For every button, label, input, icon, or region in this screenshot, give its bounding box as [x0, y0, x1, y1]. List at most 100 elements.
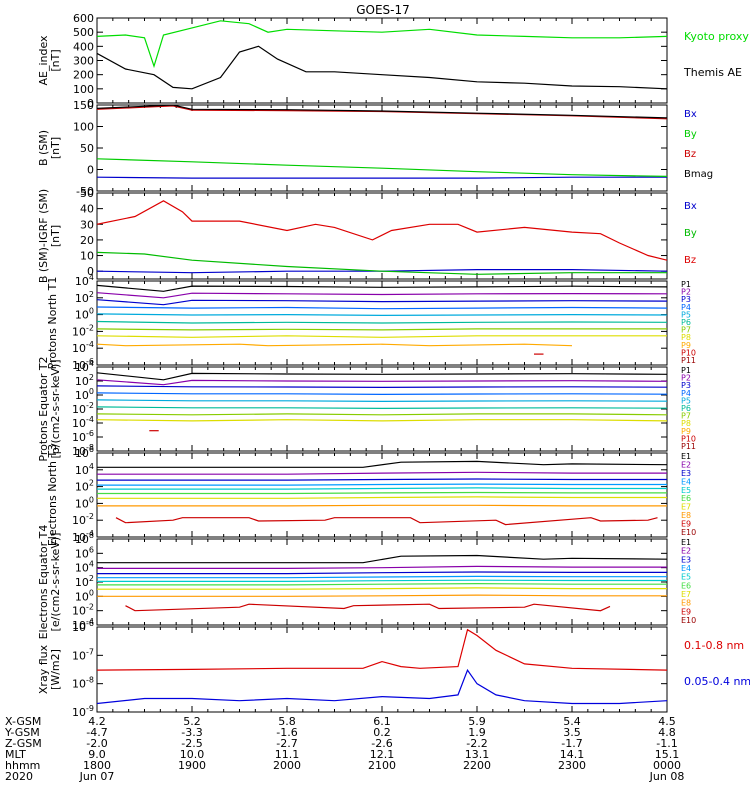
y-tick-label: 10-2 — [72, 401, 94, 416]
y-axis-unit: [nT] — [49, 49, 62, 71]
legend-entry: P6 — [681, 318, 691, 327]
y-tick-label: 106 — [75, 545, 94, 560]
y-tick-label: 20 — [80, 234, 94, 247]
y-axis-label: Xray flux — [37, 644, 50, 694]
x-axis-tick-label: 4.2 — [88, 715, 106, 728]
y-tick-label: 104 — [75, 359, 94, 374]
panel-2: -50 0 50 100 150 B (SM) [nT] Bx By Bz Bmag — [37, 99, 713, 198]
legend-entry: P1 — [681, 366, 691, 375]
y-tick-label: 10-2 — [72, 603, 94, 618]
y-tick-label: 104 — [75, 462, 94, 477]
y-tick-label: 100 — [75, 588, 94, 603]
y-tick-label: 10-8 — [72, 676, 94, 691]
legend-entry: E6 — [681, 494, 691, 503]
legend-entry: E8 — [681, 511, 691, 520]
x-axis-tick-label: 2300 — [558, 759, 586, 772]
x-axis-row-label: 2020 — [5, 770, 33, 783]
legend-entry: P7 — [681, 326, 691, 335]
y-tick-label: 10 — [80, 250, 94, 263]
legend-entry: P10 — [681, 434, 696, 443]
legend-entry: P11 — [681, 356, 696, 365]
x-axis-tick-label: -4.7 — [86, 726, 107, 739]
legend-entry: Bz — [684, 149, 696, 160]
x-axis-tick-label: 3.5 — [563, 726, 581, 739]
x-axis-tick-label: 1.9 — [468, 726, 486, 739]
series-line-bmag — [97, 105, 667, 119]
series-line-e2 — [97, 471, 667, 475]
x-axis-tick-label: -2.5 — [181, 737, 202, 750]
y-tick-label: 10-4 — [72, 415, 94, 430]
x-axis-row-label: Z-GSM — [5, 737, 42, 750]
x-axis-tick-label: 0000 — [653, 759, 681, 772]
series-line-p5 — [97, 313, 667, 317]
y-tick-label: 150 — [73, 99, 94, 112]
legend-entry: E2 — [681, 547, 691, 556]
series-line-e7 — [97, 496, 667, 499]
legend-entry: P3 — [681, 295, 691, 304]
series-line-p9 — [97, 343, 573, 347]
y-tick-label: 10-6 — [72, 619, 94, 634]
panel-frame — [96, 452, 668, 538]
series-line-p8 — [97, 419, 667, 422]
y-tick-label: 0 — [87, 265, 94, 278]
y-axis-label: B (SM)-IGRF (SM) — [37, 189, 50, 283]
figure-title: GOES-17 — [356, 3, 410, 17]
legend-entry: E10 — [681, 616, 696, 625]
y-tick-label: 100 — [75, 387, 94, 402]
y-tick-label: 0 — [87, 164, 94, 177]
legend-entry: E3 — [681, 555, 691, 564]
series-line-e7 — [97, 587, 667, 590]
series-line-kyoto-proxy-ae — [97, 20, 667, 69]
x-axis-tick-label: Jun 07 — [79, 770, 115, 783]
series-line-0-1-0-8-nm — [97, 628, 667, 671]
series-line-p1 — [97, 284, 667, 292]
y-tick-label: 108 — [75, 531, 94, 546]
y-tick-label: -50 — [76, 185, 94, 198]
legend-entry: P4 — [681, 389, 691, 398]
x-axis-tick-label: 2200 — [463, 759, 491, 772]
y-tick-label: 10-6 — [72, 429, 94, 444]
y-tick-label: 10-2 — [72, 512, 94, 527]
legend-entry: P3 — [681, 381, 691, 390]
legend-entry: P11 — [681, 442, 696, 451]
y-tick-label: 102 — [75, 373, 94, 388]
legend-entry: P7 — [681, 412, 691, 421]
y-tick-label: 10-2 — [72, 323, 94, 338]
legend-entry: P8 — [681, 333, 691, 342]
legend-entry: P2 — [681, 374, 691, 383]
legend-entry: P5 — [681, 310, 691, 319]
legend-entry: By — [684, 129, 697, 140]
x-axis-tick-label: -1.7 — [561, 737, 582, 750]
series-line-e1 — [97, 460, 667, 468]
series-line-p6 — [97, 320, 667, 324]
legend-entry: P2 — [681, 288, 691, 297]
series-line-p3 — [97, 385, 667, 388]
x-axis-tick-label: -2.7 — [276, 737, 297, 750]
y-axis-label: B (SM) — [37, 130, 50, 166]
x-axis-tick-label: 2000 — [273, 759, 301, 772]
series-line-p4 — [97, 306, 667, 310]
legend-entry: E7 — [681, 503, 691, 512]
x-axis-tick-label: 12.1 — [370, 748, 395, 761]
y-tick-label: 100 — [75, 307, 94, 322]
x-axis-tick-label: Jun 08 — [649, 770, 685, 783]
legend-entry: P4 — [681, 303, 691, 312]
series-line-e4 — [97, 483, 667, 486]
legend-entry: E4 — [681, 564, 691, 573]
x-axis-tick-label: -2.0 — [86, 737, 107, 750]
legend-entry: P6 — [681, 404, 691, 413]
x-axis-tick-label: -1.1 — [656, 737, 677, 750]
y-tick-label: 102 — [75, 479, 94, 494]
y-tick-label: 200 — [73, 69, 94, 82]
series-line-p2 — [97, 379, 667, 386]
y-tick-label: 100 — [73, 83, 94, 96]
series-line-p1 — [97, 372, 667, 381]
legend-entry: E6 — [681, 581, 691, 590]
x-axis-row-label: Y-GSM — [4, 726, 40, 739]
y-tick-label: 0 — [87, 97, 94, 110]
